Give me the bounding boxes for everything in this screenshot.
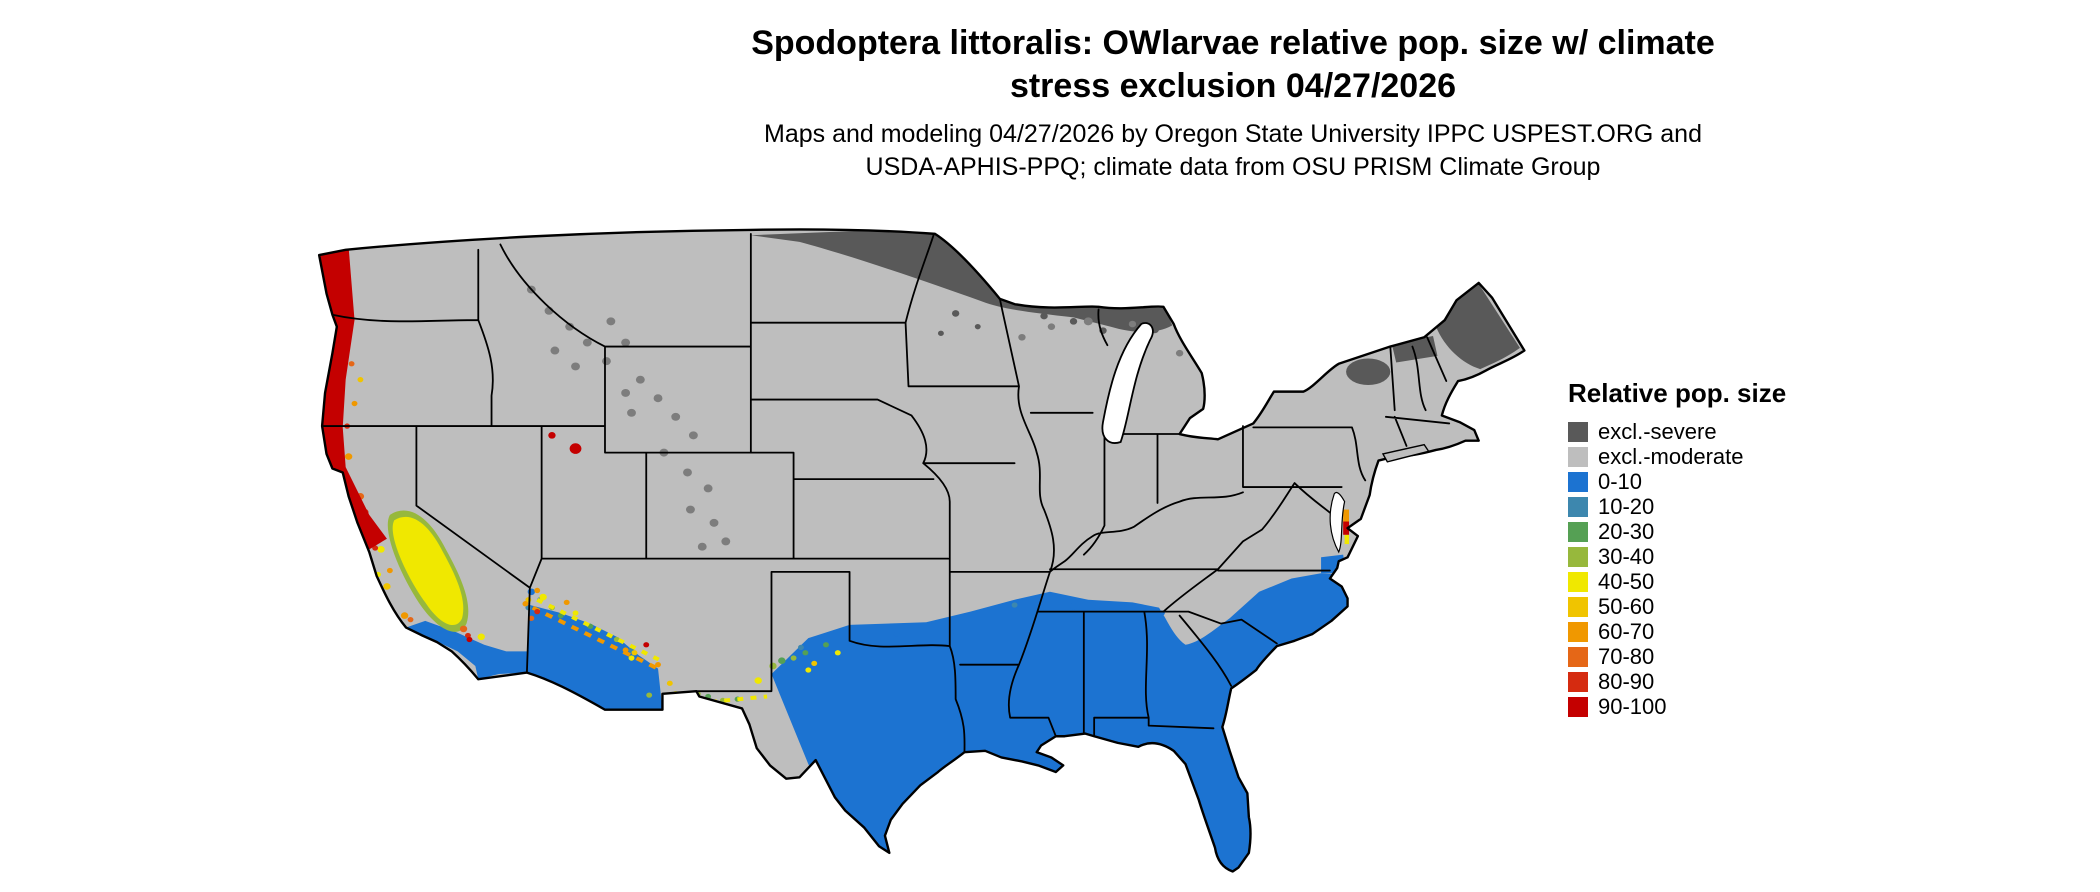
lake-michigan [1102,323,1152,443]
legend-label: excl.-severe [1598,419,1717,444]
legend: Relative pop. size excl.-severe excl.-mo… [1568,378,1898,719]
legend-item: 80-90 [1568,669,1898,694]
legend-item: 30-40 [1568,544,1898,569]
legend-label: 0-10 [1598,469,1643,494]
legend-title: Relative pop. size [1568,378,1787,408]
map-subtitle: Maps and modeling 04/27/2026 by Oregon S… [366,118,2100,183]
legend-label: 40-50 [1598,569,1655,594]
mountain-speckles [526,285,1184,551]
state-boundaries [322,234,1449,752]
map-title: Spodoptera littoralis: OWlarvae relative… [366,22,2100,107]
map-subtitle-line2: USDA-APHIS-PPQ; climate data from OSU PR… [865,152,1601,181]
legend-swatch [1568,621,1588,642]
legend-label: 90-100 [1598,694,1667,719]
legend-label: 20-30 [1598,519,1655,544]
legend-label: excl.-moderate [1598,444,1744,469]
legend-item: 90-100 [1568,694,1898,719]
legend-label: 60-70 [1598,619,1655,644]
us-map-svg [300,214,1545,890]
legend-label: 70-80 [1598,644,1655,669]
legend-item: 10-20 [1568,494,1898,519]
legend-swatch [1568,546,1588,567]
legend-label: 50-60 [1598,594,1655,619]
legend-item: 60-70 [1568,619,1898,644]
legend-swatch [1568,646,1588,667]
legend-swatch [1568,471,1588,492]
legend-item: 40-50 [1568,569,1898,594]
legend-swatch [1568,421,1588,442]
legend-swatch [1568,496,1588,517]
chesapeake-bay [1330,492,1344,552]
legend-item: excl.-severe [1568,419,1898,444]
legend-swatch [1568,696,1588,717]
legend-item: excl.-moderate [1568,444,1898,469]
legend-swatch [1568,521,1588,542]
map-subtitle-line1: Maps and modeling 04/27/2026 by Oregon S… [764,120,1702,148]
map-title-line2: stress exclusion 04/27/2026 [1009,66,1457,105]
legend-item: 20-30 [1568,519,1898,544]
map-title-line1: Spodoptera littoralis: OWlarvae relative… [751,24,1715,62]
long-island [1383,445,1429,462]
legend-swatch [1568,446,1588,467]
legend-label: 10-20 [1598,494,1655,519]
legend-swatch [1568,596,1588,617]
region-excl-moderate [319,229,1525,872]
legend-swatch [1568,571,1588,592]
us-outline [319,229,1524,871]
us-map [300,214,1545,890]
lakes [1102,323,1428,552]
legend-item: 0-10 [1568,469,1898,494]
legend-label: 80-90 [1598,669,1655,694]
legend-swatch [1568,671,1588,692]
region-60-70 [344,400,1350,671]
legend-item: 70-80 [1568,644,1898,669]
legend-item: 50-60 [1568,594,1898,619]
legend-label: 30-40 [1598,544,1655,569]
